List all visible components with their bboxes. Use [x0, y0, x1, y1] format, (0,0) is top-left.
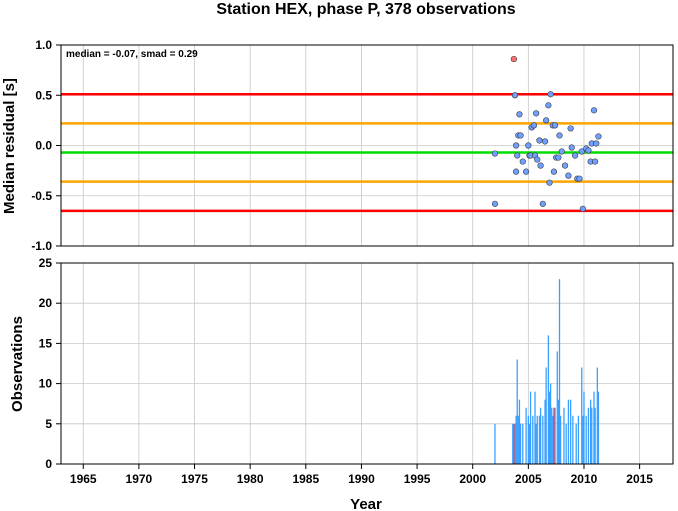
residual-panel: 1.0 0.5 0.0 -0.5 -1.0 median = -0.07, smad =…: [1, 38, 674, 253]
residual-point: [590, 107, 598, 114]
residual-point: [592, 158, 599, 165]
residual-point: [523, 168, 530, 175]
residual-point: [533, 110, 540, 117]
stats-annotation: median = -0.07, smad = 0.29: [66, 49, 198, 60]
residual-point: [514, 152, 521, 159]
outlier-point: [510, 55, 517, 63]
residual-point: [539, 200, 546, 207]
residual-point: [545, 102, 552, 109]
residual-grid: [61, 45, 673, 246]
y-tick-label: 25: [39, 256, 53, 270]
residual-point: [536, 137, 543, 144]
x-tick-label: 2005: [515, 472, 542, 486]
chart-title: Station HEX, phase P, 378 observations: [216, 1, 515, 18]
observations-y-ticks: 0 5 10 15 20 25: [39, 256, 61, 471]
residual-point: [551, 122, 559, 129]
residual-point: [517, 132, 524, 139]
residual-point: [578, 148, 585, 155]
residual-point: [576, 175, 583, 182]
observations-frame: [60, 262, 674, 465]
residual-point: [568, 144, 575, 151]
residual-point: [579, 205, 586, 212]
y-tick-label: 0.5: [35, 88, 52, 102]
residual-y-label: Median residual [s]: [1, 78, 18, 214]
residual-point: [513, 168, 520, 175]
residual-point: [550, 168, 558, 175]
residual-point: [530, 122, 538, 129]
residual-point: [491, 150, 499, 157]
residual-point: [513, 142, 520, 149]
x-tick-label: 1970: [126, 472, 153, 486]
y-tick-label: -1.0: [31, 239, 52, 253]
residual-point: [571, 152, 579, 159]
residual-points: [491, 55, 602, 212]
x-tick-label: 1985: [292, 472, 319, 486]
y-tick-label: 1.0: [35, 38, 52, 52]
residual-point: [516, 111, 523, 118]
residual-point: [543, 117, 550, 124]
y-tick-label: 20: [39, 296, 53, 310]
x-tick-label: 1980: [237, 472, 264, 486]
residual-point: [491, 200, 499, 207]
y-tick-label: -0.5: [31, 189, 52, 203]
residual-point: [537, 162, 544, 169]
y-tick-label: 10: [39, 377, 53, 391]
residual-point: [556, 132, 563, 139]
residual-point: [567, 125, 574, 132]
residual-point: [525, 142, 532, 149]
residual-point: [561, 162, 569, 169]
threshold-lines: [61, 92, 673, 213]
residual-point: [565, 172, 572, 179]
residual-point: [558, 148, 565, 155]
residual-point: [585, 147, 592, 154]
year-ticks: 1965 1970 1975 1980 1985 1990 1995 2000 2005 2010…: [70, 464, 653, 486]
residual-point: [555, 154, 562, 161]
residual-y-ticks: 1.0 0.5 0.0 -0.5 -1.0: [31, 38, 61, 253]
residual-point: [541, 138, 549, 145]
residual-point: [593, 140, 600, 147]
residual-point: [534, 156, 541, 163]
x-tick-label: 1975: [181, 472, 208, 486]
y-tick-label: 0: [45, 457, 52, 471]
residual-point: [546, 179, 553, 186]
residual-point: [595, 133, 602, 140]
y-tick-label: 5: [45, 417, 52, 431]
observations-bars: [494, 279, 600, 464]
observations-panel: 0 5 10 15 20 25 1965 1970 1975 1980 1985 1990 1995 2…: [9, 256, 674, 511]
x-tick-label: 1990: [348, 472, 375, 486]
residual-point: [519, 158, 526, 165]
x-tick-label: 1965: [70, 472, 97, 486]
y-tick-label: 0.0: [35, 139, 52, 153]
x-tick-label: 2015: [626, 472, 653, 486]
residual-point: [547, 91, 554, 98]
observations-y-label: Observations: [9, 316, 26, 412]
x-axis-label: Year: [350, 496, 382, 511]
x-tick-label: 1995: [404, 472, 431, 486]
x-tick-label: 2010: [571, 472, 598, 486]
residual-point: [511, 92, 519, 99]
y-tick-label: 15: [39, 336, 53, 350]
x-tick-label: 2000: [459, 472, 486, 486]
